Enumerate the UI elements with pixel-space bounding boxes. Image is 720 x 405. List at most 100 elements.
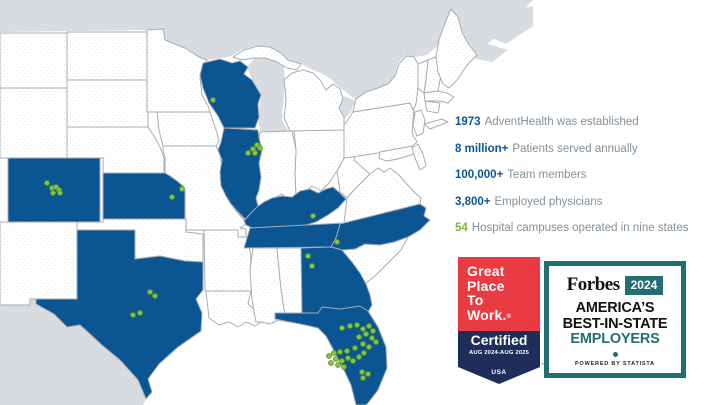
canada-shape [0,0,533,100]
hospital-dot [339,358,345,364]
nova-scotia-shape [468,44,508,62]
hospital-dot [361,350,367,356]
hospital-dot [333,356,339,362]
stat-physicians: 3,800+ Employed physicians [455,196,715,208]
stat-established: 1973 AdventHealth was established [455,116,715,128]
gptw-line-to: To [467,292,484,308]
hospital-dot [360,375,366,381]
forbes-powered-by: POWERED BY STATISTA [575,360,655,367]
stats-panel: 1973 AdventHealth was established 8 milli… [455,116,715,249]
state-south-dakota [66,79,149,128]
maritime-canada-shape [479,6,533,44]
hospital-dot [337,349,343,355]
forbes-logo-row: Forbes 2024 [567,274,664,296]
hospital-dot [344,348,350,354]
hospital-dot [137,310,143,316]
state-new-mexico [0,221,78,306]
hospital-dot [210,97,216,103]
hospital-dot [345,355,351,361]
stat-campuses-value: 54 [455,222,468,234]
hospital-dot [130,312,136,318]
state-arkansas [203,229,254,292]
state-texas [35,229,204,400]
hospital-dot [339,325,345,331]
stat-established-value: 1973 [455,116,481,128]
hospital-dot [366,323,372,329]
hospital-dot [179,186,185,192]
state-long-island [423,118,449,130]
hospital-dot [352,345,358,351]
hospital-dot [350,358,356,364]
forbes-logo: Forbes [566,274,620,295]
gptw-usa-label: USA [491,369,507,376]
state-michigan-upper [232,45,302,71]
hospital-dot [147,289,153,295]
hospital-dot [252,150,258,156]
stat-physicians-value: 3,800+ [455,195,491,208]
hospital-dot [331,350,337,356]
hospital-dot [57,190,63,196]
hospital-dot [152,293,158,299]
hospital-dot [370,328,376,334]
stat-team-members-label: Team members [507,169,587,181]
hospital-dot [359,369,365,375]
hospital-dot [366,344,372,350]
stat-physicians-label: Employed physicians [494,195,603,208]
gptw-line-work: Work.® [467,306,512,323]
hospital-dot [365,371,371,377]
state-delaware [411,143,427,171]
forbes-title-line1: AMERICA’S [575,300,655,316]
state-florida [274,305,388,405]
stat-established-label: AdventHealth was established [484,116,639,128]
gptw-date-range: AUG 2024-AUG 2025 [468,350,530,356]
gptw-red-panel: Great Place To Work.® [458,257,540,331]
registered-mark: ® [506,313,512,320]
gptw-line-great: Great [467,263,505,279]
state-maine [435,8,478,89]
state-maryland [378,145,415,162]
hospital-dot [257,145,263,151]
hospital-dot [328,360,334,366]
stat-campuses-label: Hospital campuses operated in nine state… [471,222,689,234]
state-north-dakota [66,31,149,81]
state-montana [0,32,68,89]
stat-patients-label: Patients served annually [512,142,638,155]
gptw-line-place: Place [467,277,505,294]
state-indiana [255,130,297,207]
hospital-dot [341,364,347,370]
forbes-dot [612,351,618,357]
gptw-navy-panel: Certified AUG 2024-AUG 2025 [458,331,540,367]
hospital-dot [334,239,340,245]
hospital-dot [50,190,56,196]
stat-team-members-value: 100,000+ [455,169,504,181]
hospital-dot [305,253,311,259]
great-place-to-work-badge: Great Place To Work.® Certified AUG 2024… [458,257,547,384]
hospital-dot [44,180,50,186]
stat-patients: 8 million+ Patients served annually [455,143,715,155]
forbes-badge: Forbes 2024 AMERICA’S BEST-IN-STATE EMPL… [544,261,686,378]
state-wyoming [0,87,68,159]
gptw-certified-label: Certified [470,332,528,348]
forbes-year-tag: 2024 [624,275,664,295]
states-layer [0,8,478,405]
hospital-dot [373,339,379,345]
state-connecticut [424,100,441,114]
lake-michigan [247,49,289,133]
forbes-title-line2: BEST-IN-STATE [562,315,668,332]
state-new-jersey [412,109,426,137]
state-michigan [283,69,345,132]
hospital-dot [369,335,375,341]
hospital-dot [309,263,315,269]
state-new-york [352,55,419,113]
hospital-dot [347,323,353,329]
hospital-dot [363,331,369,337]
hospital-location-dots [44,97,379,381]
hospital-dot [354,322,360,328]
hospital-dot [360,326,366,332]
hospital-dot [356,354,362,360]
stat-patients-value: 8 million+ [455,142,509,155]
forbes-title-line3: EMPLOYERS [570,331,660,347]
hospital-dot [326,353,332,359]
